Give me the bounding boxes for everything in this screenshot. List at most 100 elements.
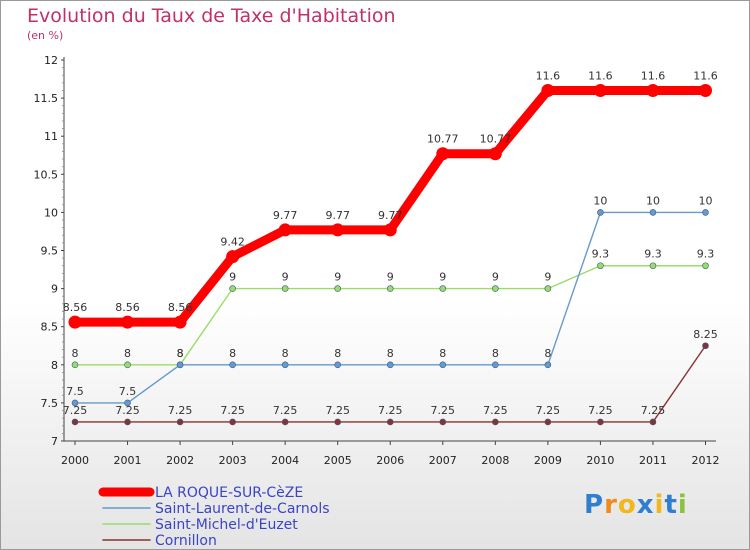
data-point [386, 285, 394, 292]
data-point [597, 209, 604, 216]
x-tick-label: 2006 [376, 454, 404, 467]
legend-label: Saint-Michel-d'Euzet [155, 517, 298, 533]
data-label: 7.5 [66, 385, 84, 398]
data-point [229, 361, 236, 369]
data-label: 11.6 [536, 69, 561, 82]
y-tick-label: 12 [44, 54, 58, 67]
data-point [226, 250, 240, 264]
data-label: 9 [544, 271, 551, 284]
data-label: 10 [646, 194, 660, 207]
data-point [334, 418, 342, 426]
data-label: 8.56 [115, 301, 140, 314]
data-point [176, 361, 184, 369]
data-label: 9.3 [592, 248, 610, 261]
data-label: 7.25 [273, 404, 298, 417]
data-label: 7.25 [63, 404, 88, 417]
data-label: 7.25 [483, 404, 508, 417]
data-point [544, 418, 552, 426]
x-tick-label: 2011 [639, 454, 667, 467]
x-tick-label: 2010 [586, 454, 614, 467]
data-point [544, 285, 552, 292]
data-point [124, 399, 131, 407]
y-tick-label: 11 [44, 130, 58, 143]
data-label: 7.25 [431, 404, 456, 417]
legend-label: LA ROQUE-SUR-CèZE [155, 485, 303, 501]
data-point [597, 262, 604, 270]
data-point [281, 285, 289, 292]
data-label: 8 [439, 347, 446, 360]
data-point [334, 285, 342, 292]
legend-label: Saint-Laurent-de-Carnols [155, 501, 330, 517]
data-point [492, 285, 499, 292]
data-label: 10 [699, 194, 713, 207]
data-label: 11.6 [588, 69, 613, 82]
proxiti-logo: Proxiti [584, 490, 688, 520]
data-point [334, 361, 342, 369]
data-label: 9.77 [325, 209, 350, 222]
data-label: 8 [387, 347, 394, 360]
data-label: 11.6 [641, 69, 666, 82]
data-label: 7.25 [536, 404, 561, 417]
data-label: 9.3 [697, 248, 715, 261]
x-tick-label: 2003 [219, 454, 247, 467]
data-label: 9 [282, 271, 289, 284]
data-label: 7.25 [588, 404, 613, 417]
y-tick-label: 9.5 [41, 245, 59, 258]
data-label: 8.56 [63, 301, 88, 314]
data-point [597, 418, 604, 426]
data-point [176, 418, 184, 426]
data-point [649, 418, 657, 426]
y-tick-label: 10.5 [34, 168, 59, 181]
data-label: 9.3 [644, 248, 662, 261]
logo-letter: i [677, 490, 688, 520]
y-tick-label: 8 [51, 359, 58, 372]
data-label: 9 [387, 271, 394, 284]
data-point [544, 361, 552, 369]
data-label: 7.25 [641, 404, 666, 417]
data-label: 8 [229, 347, 236, 360]
logo-letter: r [604, 490, 618, 520]
data-point [386, 418, 394, 426]
data-label: 8 [334, 347, 341, 360]
data-point [173, 315, 187, 329]
data-point [649, 262, 657, 270]
data-point [702, 262, 709, 270]
data-label: 9 [492, 271, 499, 284]
data-point [124, 418, 131, 426]
data-label: 8.25 [693, 328, 718, 341]
data-label: 9 [229, 271, 236, 284]
data-point [229, 285, 236, 292]
data-label: 10.77 [427, 133, 459, 146]
data-point [492, 361, 499, 369]
data-point [593, 83, 607, 97]
logo-letter: P [584, 490, 605, 520]
data-point [229, 418, 236, 426]
x-tick-label: 2005 [324, 454, 352, 467]
data-point [649, 209, 657, 216]
x-tick-label: 2009 [534, 454, 562, 467]
data-label: 8 [544, 347, 551, 360]
data-point [492, 418, 499, 426]
data-label: 9.42 [220, 236, 245, 249]
data-label: 8.56 [168, 301, 193, 314]
data-point [281, 418, 289, 426]
data-point [383, 223, 397, 237]
data-label: 8 [177, 347, 184, 360]
data-point [278, 223, 292, 237]
data-point [439, 418, 447, 426]
data-point [702, 209, 709, 216]
logo-letter: i [654, 490, 665, 520]
data-point [124, 361, 131, 369]
x-tick-label: 2012 [692, 454, 720, 467]
data-label: 10 [593, 194, 607, 207]
logo-letter: o [617, 490, 637, 520]
chart-title: Evolution du Taux de Taxe d'Habitation [27, 5, 396, 27]
data-point [646, 83, 660, 97]
data-label: 11.6 [693, 69, 718, 82]
y-tick-label: 7.5 [41, 397, 59, 410]
y-tick-label: 10 [44, 206, 58, 219]
data-point [436, 147, 450, 161]
y-tick-label: 8.5 [41, 321, 59, 334]
data-label: 7.25 [378, 404, 403, 417]
